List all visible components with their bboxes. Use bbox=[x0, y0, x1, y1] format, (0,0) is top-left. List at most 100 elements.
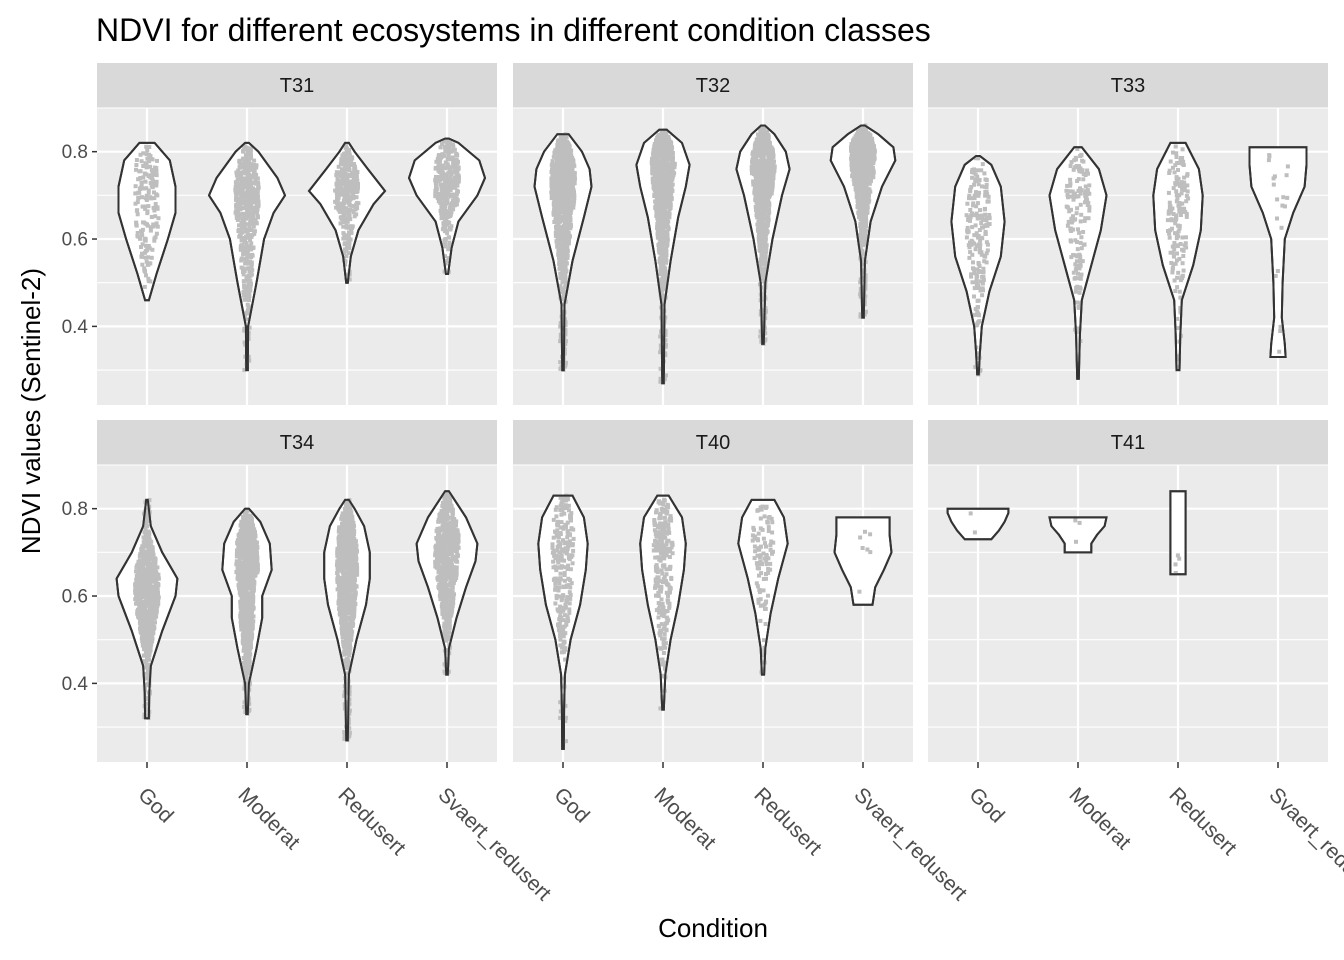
data-point bbox=[251, 246, 255, 250]
data-point bbox=[662, 139, 666, 143]
data-point bbox=[976, 201, 980, 205]
data-point bbox=[564, 224, 568, 228]
data-point bbox=[978, 208, 982, 212]
data-point bbox=[433, 194, 437, 198]
data-point bbox=[355, 172, 359, 176]
data-point bbox=[344, 191, 348, 195]
data-point bbox=[762, 128, 766, 132]
data-point bbox=[562, 182, 566, 186]
data-point bbox=[655, 155, 659, 159]
data-point bbox=[150, 256, 154, 260]
data-point bbox=[761, 197, 765, 201]
data-point bbox=[857, 215, 861, 219]
data-point bbox=[852, 166, 856, 170]
data-point bbox=[434, 187, 438, 191]
data-point bbox=[555, 218, 559, 222]
data-point bbox=[863, 205, 867, 209]
data-point bbox=[343, 187, 347, 191]
data-point bbox=[242, 283, 246, 287]
data-point bbox=[242, 165, 246, 169]
data-point bbox=[148, 246, 152, 250]
data-point bbox=[667, 227, 671, 231]
data-point bbox=[768, 142, 772, 146]
data-point bbox=[440, 204, 444, 208]
data-point bbox=[972, 233, 976, 237]
data-point bbox=[451, 148, 455, 152]
data-point bbox=[249, 154, 253, 158]
data-point bbox=[238, 187, 242, 191]
data-point bbox=[980, 275, 984, 279]
data-point bbox=[972, 295, 976, 299]
data-point bbox=[251, 211, 255, 215]
data-point bbox=[342, 211, 346, 215]
data-point bbox=[559, 227, 563, 231]
data-point bbox=[140, 159, 144, 163]
data-point bbox=[353, 214, 357, 218]
data-point bbox=[866, 188, 870, 192]
data-point bbox=[239, 224, 243, 228]
data-point bbox=[155, 193, 159, 197]
data-point bbox=[240, 257, 244, 261]
data-point bbox=[760, 233, 764, 237]
data-point bbox=[1072, 168, 1076, 172]
data-point bbox=[441, 188, 445, 192]
data-point bbox=[1068, 189, 1072, 193]
data-point bbox=[156, 225, 160, 229]
data-point bbox=[969, 215, 973, 219]
data-point bbox=[246, 229, 250, 233]
data-point bbox=[665, 161, 669, 165]
data-point bbox=[553, 169, 557, 173]
data-point bbox=[860, 160, 864, 164]
data-point bbox=[145, 198, 149, 202]
data-point bbox=[246, 290, 250, 294]
data-point bbox=[446, 157, 450, 161]
data-point bbox=[1087, 216, 1091, 220]
data-point bbox=[561, 261, 565, 265]
data-point bbox=[1077, 231, 1081, 235]
data-point bbox=[156, 207, 160, 211]
data-point bbox=[352, 162, 356, 166]
data-point bbox=[256, 189, 260, 193]
data-point bbox=[137, 191, 141, 195]
data-point bbox=[873, 148, 877, 152]
data-point bbox=[864, 146, 868, 150]
data-point bbox=[561, 216, 565, 220]
data-point bbox=[443, 182, 447, 186]
data-point bbox=[1076, 227, 1080, 231]
data-point bbox=[760, 162, 764, 166]
data-point bbox=[245, 184, 249, 188]
facet-panel-T31: T310.40.60.8 bbox=[62, 63, 497, 405]
data-point bbox=[140, 195, 144, 199]
data-point bbox=[756, 183, 760, 187]
data-point bbox=[865, 209, 869, 213]
data-point bbox=[559, 171, 563, 175]
data-point bbox=[571, 191, 575, 195]
data-point bbox=[343, 242, 347, 246]
data-point bbox=[666, 173, 670, 177]
data-point bbox=[970, 253, 974, 257]
data-point bbox=[564, 201, 568, 205]
data-point bbox=[853, 139, 857, 143]
data-point bbox=[345, 165, 349, 169]
data-point bbox=[755, 138, 759, 142]
data-point bbox=[981, 162, 985, 166]
data-point bbox=[867, 177, 871, 181]
data-point bbox=[870, 152, 874, 156]
data-point bbox=[858, 155, 862, 159]
data-point bbox=[1079, 264, 1083, 268]
data-point bbox=[1081, 177, 1085, 181]
data-point bbox=[245, 169, 249, 173]
data-point bbox=[970, 240, 974, 244]
data-point bbox=[1078, 154, 1082, 158]
data-point bbox=[673, 164, 677, 168]
data-point bbox=[984, 177, 988, 181]
data-point bbox=[970, 211, 974, 215]
data-point bbox=[251, 254, 255, 258]
data-point bbox=[759, 260, 763, 264]
data-point bbox=[146, 209, 150, 213]
data-point bbox=[978, 247, 982, 251]
data-point bbox=[135, 209, 139, 213]
data-point bbox=[558, 159, 562, 163]
data-point bbox=[562, 148, 566, 152]
data-point bbox=[975, 310, 979, 314]
